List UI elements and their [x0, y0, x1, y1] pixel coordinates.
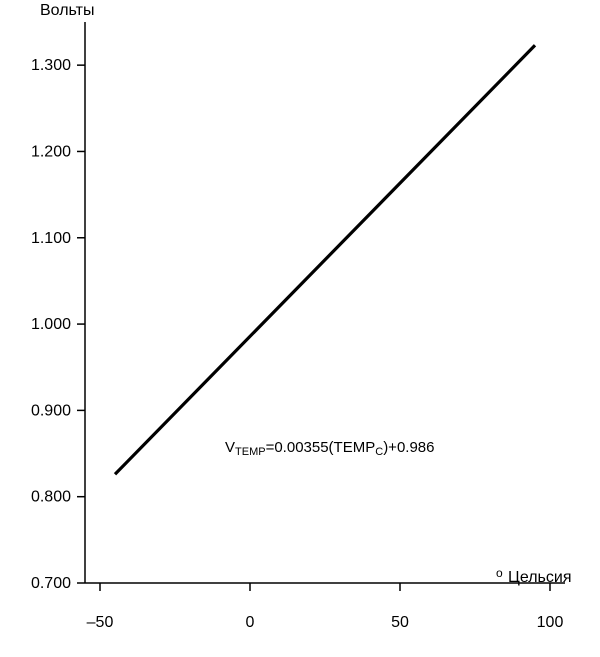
- y-tick-label: 1.000: [31, 316, 71, 333]
- y-tick-label: 0.700: [31, 575, 71, 592]
- vtemp-chart: 0.700 0.800 0.900 1.000 1.100 1.200 1.300 –50 0 5…: [0, 0, 600, 657]
- y-tick-label: 1.100: [31, 230, 71, 247]
- x-axis-unit-prefix: o: [496, 566, 503, 580]
- x-tick-label: 0: [246, 614, 255, 631]
- y-tick-label: 1.200: [31, 143, 71, 160]
- y-tick-label: 0.800: [31, 489, 71, 506]
- x-axis-label: Цельсия: [508, 569, 571, 586]
- chart-svg: 0.700 0.800 0.900 1.000 1.100 1.200 1.300 –50 0 5…: [0, 0, 600, 657]
- x-tick-label: –50: [87, 614, 114, 631]
- y-tick-label: 0.900: [31, 402, 71, 419]
- y-tick-label: 1.300: [31, 57, 71, 74]
- y-axis-label: Вольты: [40, 2, 94, 19]
- x-tick-label: 50: [391, 614, 409, 631]
- x-tick-label: 100: [537, 614, 564, 631]
